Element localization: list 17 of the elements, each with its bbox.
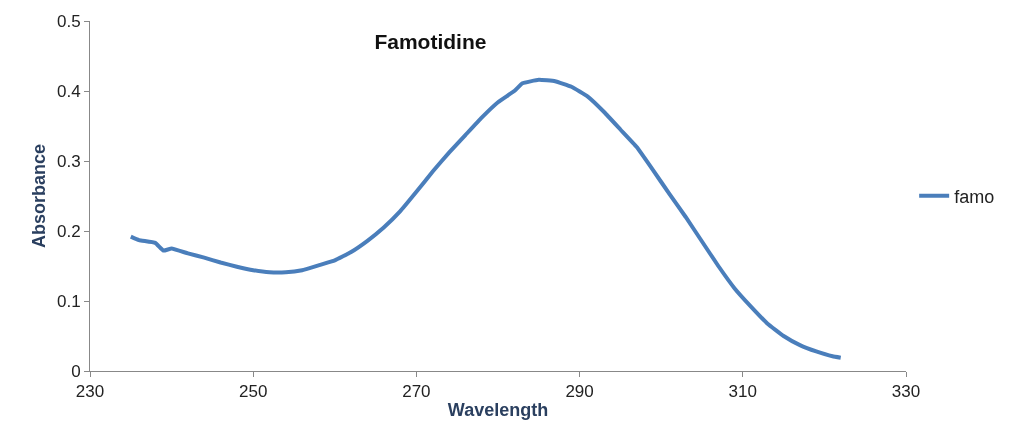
y-tick-label: 0.1 xyxy=(56,291,81,311)
line-series xyxy=(128,77,843,360)
x-tick-label: 230 xyxy=(75,382,105,402)
y-tick-label: 0.2 xyxy=(56,221,81,241)
y-tick-label: 0 xyxy=(71,361,81,381)
x-tick-label: 310 xyxy=(728,382,757,402)
x-tick-label: 290 xyxy=(565,382,594,402)
y-axis-title: Absorbance xyxy=(29,143,50,249)
y-tick-label: 0.4 xyxy=(56,81,81,101)
y-tick-label: 0.3 xyxy=(56,151,81,171)
x-tick-label: 330 xyxy=(891,382,921,402)
y-tick-label: 0.5 xyxy=(56,11,81,31)
x-tick-label: 250 xyxy=(239,382,268,402)
chart-title: Famotidine xyxy=(374,29,487,53)
x-axis-title: Wavelength xyxy=(447,399,549,420)
x-tick-label: 270 xyxy=(402,382,431,402)
legend-label: famo xyxy=(954,186,995,207)
